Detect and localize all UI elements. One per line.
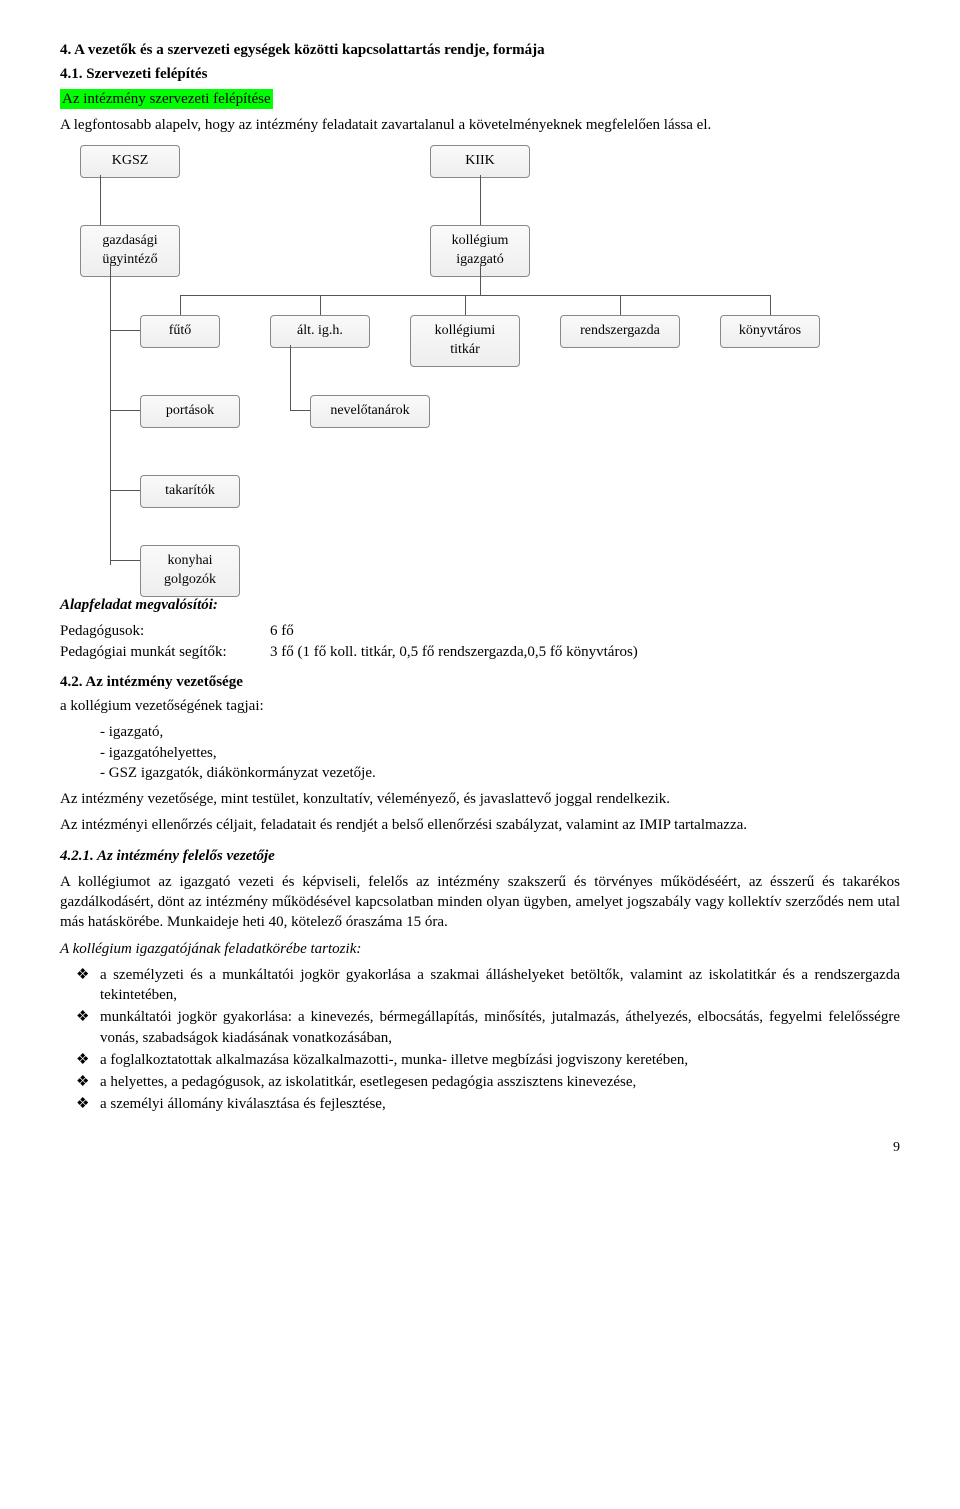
section-4-2-title: 4.2. Az intézmény vezetősége bbox=[60, 672, 900, 692]
highlighted-subtitle: Az intézmény szervezeti felépítése bbox=[60, 89, 273, 109]
section-4-1-paragraph: A legfontosabb alapelv, hogy az intézmén… bbox=[60, 115, 900, 135]
section-4-title: 4. A vezetők és a szervezeti egységek kö… bbox=[60, 40, 900, 60]
org-line bbox=[110, 330, 140, 331]
section-4-2-1-paragraph: A kollégiumot az igazgató vezeti és képv… bbox=[60, 872, 900, 933]
staff-label: Pedagógiai munkát segítők: bbox=[60, 642, 270, 662]
org-line bbox=[100, 175, 101, 225]
section-4-2-1-title: 4.2.1. Az intézmény felelős vezetője bbox=[60, 846, 900, 866]
list-item: igazgató, bbox=[100, 722, 900, 742]
org-line bbox=[480, 265, 481, 295]
node-rendszergazda: rendszergazda bbox=[560, 315, 680, 348]
node-kgsz: KGSZ bbox=[80, 145, 180, 178]
list-item: a személyi állomány kiválasztása és fejl… bbox=[100, 1094, 900, 1114]
org-line bbox=[110, 490, 140, 491]
section-4-1-sub: Az intézmény szervezeti felépítése bbox=[60, 89, 900, 109]
staff-row: Pedagógiai munkát segítők: 3 fő (1 fő ko… bbox=[60, 642, 900, 662]
section-4-2-p1: Az intézmény vezetősége, mint testület, … bbox=[60, 789, 900, 809]
org-line bbox=[110, 265, 111, 565]
node-konyhai: konyhai golgozók bbox=[140, 545, 240, 597]
staff-row: Pedagógusok: 6 fő bbox=[60, 621, 900, 641]
node-klik: KIIK bbox=[430, 145, 530, 178]
org-line bbox=[480, 175, 481, 225]
org-line bbox=[290, 345, 291, 410]
list-item: a foglalkoztatottak alkalmazása közalkal… bbox=[100, 1050, 900, 1070]
staff-heading: Alapfeladat megvalósítói: bbox=[60, 595, 900, 615]
leadership-list: igazgató, igazgatóhelyettes, GSZ igazgat… bbox=[60, 722, 900, 783]
node-nevelotanarok: nevelőtanárok bbox=[310, 395, 430, 428]
org-line bbox=[180, 295, 770, 296]
duties-heading: A kollégium igazgatójának feladatkörébe … bbox=[60, 939, 900, 959]
duties-list: a személyzeti és a munkáltatói jogkör gy… bbox=[60, 965, 900, 1115]
org-chart: KGSZ KIIK gazdasági ügyintéző kollégium … bbox=[80, 145, 840, 585]
org-line bbox=[620, 295, 621, 315]
node-futo: fűtő bbox=[140, 315, 220, 348]
node-alt-igh: ált. ig.h. bbox=[270, 315, 370, 348]
org-line bbox=[290, 410, 310, 411]
node-takaritok: takarítók bbox=[140, 475, 240, 508]
node-titkar: kollégiumi titkár bbox=[410, 315, 520, 367]
list-item: a helyettes, a pedagógusok, az iskolatit… bbox=[100, 1072, 900, 1092]
staff-value: 3 fő (1 fő koll. titkár, 0,5 fő rendszer… bbox=[270, 642, 900, 662]
node-konyvtaros: könyvtáros bbox=[720, 315, 820, 348]
section-4-1-title: 4.1. Szervezeti felépítés bbox=[60, 64, 900, 84]
list-item: GSZ igazgatók, diákönkormányzat vezetője… bbox=[100, 763, 900, 783]
page-number: 9 bbox=[60, 1139, 900, 1158]
staff-value: 6 fő bbox=[270, 621, 900, 641]
section-4-2-intro: a kollégium vezetőségének tagjai: bbox=[60, 696, 900, 716]
section-4-2-1-title-text: 4.2.1. Az intézmény felelős vezetője bbox=[60, 848, 275, 864]
node-portasok: portások bbox=[140, 395, 240, 428]
list-item: munkáltatói jogkör gyakorlása: a kinevez… bbox=[100, 1007, 900, 1048]
list-item: a személyzeti és a munkáltatói jogkör gy… bbox=[100, 965, 900, 1006]
org-line bbox=[320, 295, 321, 315]
section-4-2-p2: Az intézményi ellenőrzés céljait, felada… bbox=[60, 815, 900, 835]
org-line bbox=[110, 560, 140, 561]
org-line bbox=[770, 295, 771, 315]
list-item: igazgatóhelyettes, bbox=[100, 743, 900, 763]
staff-block: Alapfeladat megvalósítói: Pedagógusok: 6… bbox=[60, 595, 900, 662]
staff-label: Pedagógusok: bbox=[60, 621, 270, 641]
org-line bbox=[110, 410, 140, 411]
node-gazdasagi: gazdasági ügyintéző bbox=[80, 225, 180, 277]
org-line bbox=[180, 295, 181, 315]
org-line bbox=[465, 295, 466, 315]
